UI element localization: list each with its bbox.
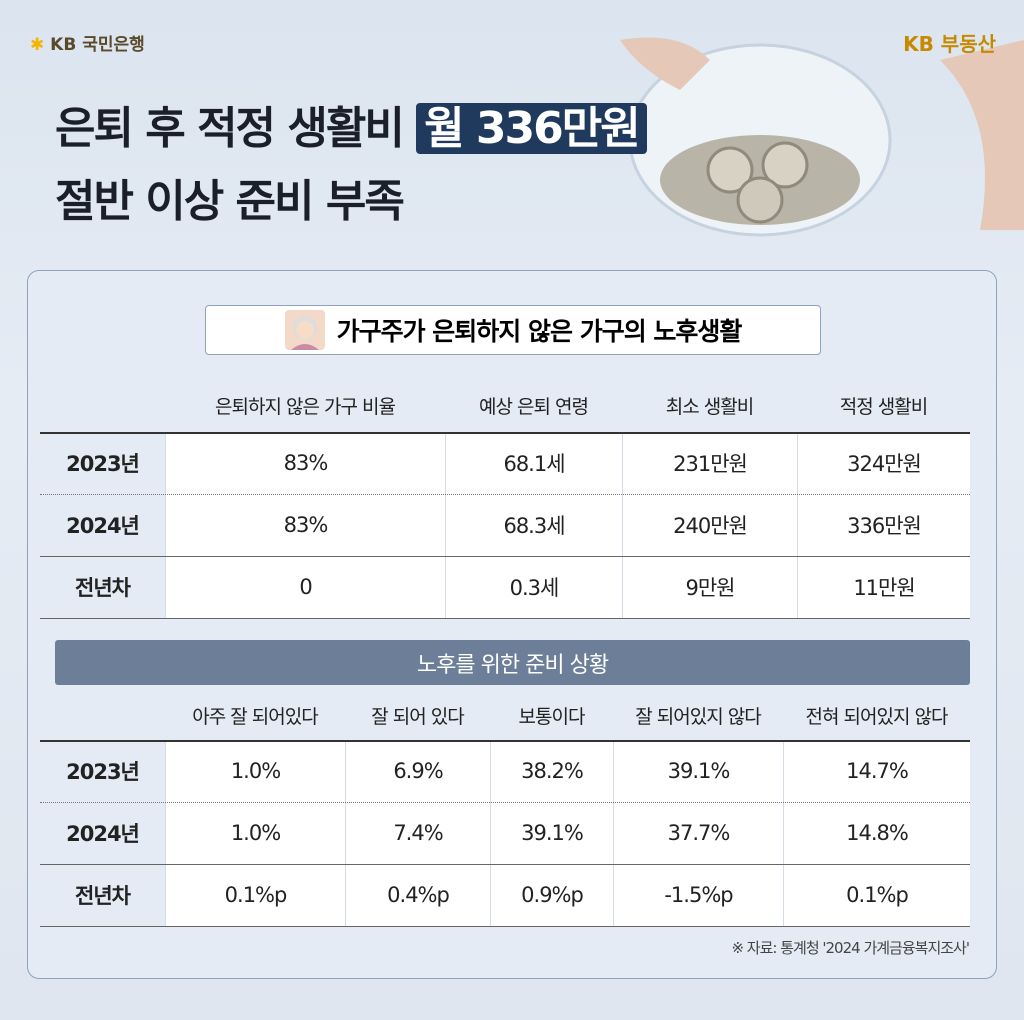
table-cell: 14.7% <box>783 740 970 802</box>
table1-title: 가구주가 은퇴하지 않은 가구의 노후생활 <box>336 317 743 346</box>
row-divider <box>40 494 970 495</box>
column-header: 예상 은퇴 연령 <box>479 395 589 418</box>
table-bottom <box>40 926 970 927</box>
table-cell: 39.1% <box>490 802 613 864</box>
brand-logo: KB 부동산 <box>903 32 996 56</box>
row-label: 2023년 <box>40 740 165 802</box>
row-divider <box>40 802 970 803</box>
row-label: 2024년 <box>40 802 165 864</box>
table-cell: 1.0% <box>165 740 345 802</box>
table-cell: 14.8% <box>783 802 970 864</box>
title-line-1: 은퇴 후 적정 생활비 월 336만원 <box>55 92 647 156</box>
avatar-icon <box>284 310 325 350</box>
table-cell: 0.1%p <box>165 864 345 926</box>
piggy-bank-illustration <box>620 37 1024 237</box>
table-cell: 68.1세 <box>445 432 622 494</box>
table-cell: 324만원 <box>797 432 970 494</box>
column-header: 은퇴하지 않은 가구 비율 <box>215 395 396 418</box>
bank-logo: ✱ KB 국민은행 <box>30 35 145 55</box>
table-cell: 39.1% <box>613 740 783 802</box>
table-cell: 0.4%p <box>345 864 490 926</box>
table-cell: 6.9% <box>345 740 490 802</box>
table-cell: 336만원 <box>797 494 970 556</box>
column-header: 잘 되어있지 않다 <box>635 705 761 728</box>
table-cell: 231만원 <box>622 432 797 494</box>
table-cell: 240만원 <box>622 494 797 556</box>
table2-title-bar: 노후를 위한 준비 상황 <box>55 640 970 685</box>
title-highlight: 월 336만원 <box>416 103 647 154</box>
table-cell: 9만원 <box>622 556 797 618</box>
table-cell: 0.3세 <box>445 556 622 618</box>
row-label: 2024년 <box>40 494 165 556</box>
table-cell: 83% <box>165 494 445 556</box>
bank-logo-text: KB 국민은행 <box>50 35 145 55</box>
table-cell: 0.9%p <box>490 864 613 926</box>
table-cell: 1.0% <box>165 802 345 864</box>
table-cell: 38.2% <box>490 740 613 802</box>
table-cell: 37.7% <box>613 802 783 864</box>
table-cell: 7.4% <box>345 802 490 864</box>
column-header: 최소 생활비 <box>665 395 754 418</box>
title-line-2: 절반 이상 준비 부족 <box>55 176 405 227</box>
row-label: 전년차 <box>40 556 165 618</box>
source-note: ※ 자료: 통계청 '2024 가계금융복지조사' <box>731 939 970 957</box>
row-divider <box>40 432 970 434</box>
table-cell: -1.5%p <box>613 864 783 926</box>
table-bottom <box>40 618 970 619</box>
column-header: 잘 되어 있다 <box>371 705 464 728</box>
column-header: 아주 잘 되어있다 <box>192 705 318 728</box>
row-label: 2023년 <box>40 432 165 494</box>
table-cell: 0.1%p <box>783 864 970 926</box>
row-divider <box>40 864 970 865</box>
table-cell: 0 <box>165 556 445 618</box>
table-cell: 68.3세 <box>445 494 622 556</box>
table-cell: 11만원 <box>797 556 970 618</box>
column-header: 전혀 되어있지 않다 <box>805 705 949 728</box>
title-text: 은퇴 후 적정 생활비 <box>55 103 405 154</box>
row-divider <box>40 740 970 742</box>
row-label: 전년차 <box>40 864 165 926</box>
column-header: 보통이다 <box>518 705 586 728</box>
column-header: 적정 생활비 <box>839 395 928 418</box>
table-cell: 83% <box>165 432 445 494</box>
table1-title-box: 가구주가 은퇴하지 않은 가구의 노후생활 <box>205 305 821 355</box>
row-divider <box>40 556 970 557</box>
